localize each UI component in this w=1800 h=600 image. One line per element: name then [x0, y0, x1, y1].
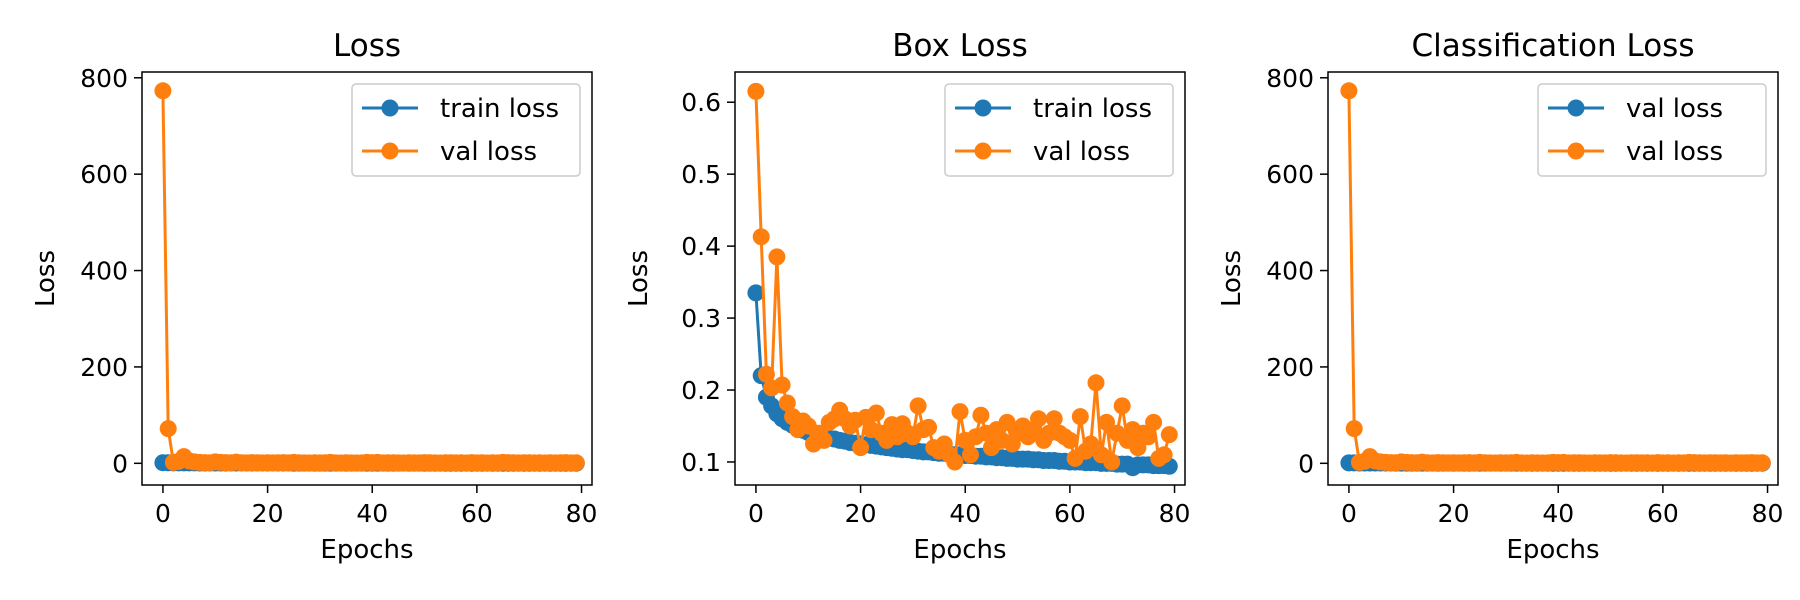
- data-point: [815, 431, 833, 449]
- data-point: [1753, 454, 1771, 472]
- x-axis-label: Epochs: [320, 535, 413, 565]
- data-point: [567, 454, 585, 472]
- plot-frame: [141, 71, 593, 486]
- y-tick-label: 0.3: [681, 304, 721, 333]
- legend: train loss val loss: [944, 83, 1174, 177]
- data-point: [1071, 408, 1089, 426]
- y-tick-label: 800: [1266, 64, 1314, 93]
- y-tick-label: 400: [80, 257, 128, 286]
- y-axis-label: Loss: [624, 250, 654, 307]
- data-point: [1030, 410, 1047, 428]
- x-tick-label: 40: [949, 499, 981, 528]
- data-point: [951, 403, 969, 421]
- data-point: [920, 418, 938, 436]
- data-point: [946, 453, 964, 471]
- y-tick-label: 0.6: [681, 88, 721, 117]
- data-point: [972, 406, 990, 424]
- x-tick-label: 0: [748, 499, 764, 528]
- data-point: [962, 446, 979, 464]
- chart-title: Loss: [333, 28, 401, 64]
- y-axis-label: Loss: [31, 250, 61, 307]
- legend-label: val loss: [1626, 94, 1723, 124]
- legend-label: val loss: [440, 137, 537, 167]
- data-point: [852, 439, 870, 457]
- data-point: [1098, 413, 1115, 431]
- chart-title: Classification Loss: [1412, 28, 1695, 64]
- x-tick-label: 80: [1752, 499, 1784, 528]
- legend-marker: [381, 142, 399, 160]
- y-tick-label: 200: [1266, 353, 1314, 382]
- legend: train loss val loss: [351, 83, 581, 177]
- data-point: [159, 420, 177, 438]
- data-point: [768, 248, 786, 266]
- y-tick-label: 0.2: [681, 376, 721, 405]
- data-point: [1155, 446, 1173, 464]
- x-tick-label: 60: [461, 499, 493, 528]
- plot-frame: [1327, 71, 1779, 486]
- legend: val loss val loss: [1537, 83, 1767, 177]
- y-axis-label: Loss: [1217, 250, 1247, 307]
- data-point: [773, 376, 791, 394]
- x-tick-label: 40: [356, 499, 388, 528]
- data-point: [1087, 374, 1105, 392]
- x-tick-label: 80: [1159, 499, 1191, 528]
- x-axis-label: Epochs: [1506, 535, 1599, 565]
- y-tick-label: 0.4: [681, 232, 721, 261]
- x-tick-label: 20: [1438, 499, 1470, 528]
- data-point: [1340, 82, 1358, 100]
- legend-marker: [1567, 142, 1585, 160]
- data-point: [1145, 413, 1163, 431]
- x-tick-label: 20: [845, 499, 877, 528]
- x-tick-label: 20: [252, 499, 284, 528]
- data-point: [909, 397, 927, 415]
- data-point: [1139, 428, 1157, 446]
- data-point: [747, 284, 765, 302]
- x-axis-label: Epochs: [913, 535, 1006, 565]
- plot-frame: [734, 71, 1186, 486]
- y-tick-label: 0.5: [681, 160, 721, 189]
- data-point: [778, 394, 796, 412]
- y-tick-label: 0: [1298, 449, 1314, 478]
- x-tick-label: 60: [1054, 499, 1086, 528]
- legend-label: val loss: [1626, 137, 1723, 167]
- data-point: [998, 413, 1016, 431]
- legend-marker: [974, 142, 992, 160]
- data-point: [1129, 439, 1147, 457]
- data-point: [1061, 431, 1079, 449]
- y-tick-label: 600: [80, 160, 128, 189]
- x-tick-label: 0: [1341, 499, 1357, 528]
- x-tick-label: 0: [155, 499, 171, 528]
- y-tick-label: 200: [80, 353, 128, 382]
- y-tick-label: 600: [1266, 160, 1314, 189]
- data-point: [1160, 426, 1178, 444]
- data-point: [154, 82, 172, 100]
- chart-title: Box Loss: [892, 28, 1027, 64]
- x-tick-label: 80: [566, 499, 598, 528]
- data-point: [747, 82, 765, 100]
- y-tick-label: 0.1: [681, 448, 721, 477]
- legend-label: train loss: [1033, 94, 1152, 124]
- data-point: [867, 404, 885, 422]
- legend-marker: [381, 99, 399, 117]
- y-tick-label: 0: [112, 449, 128, 478]
- data-point: [757, 365, 775, 383]
- data-point: [1113, 397, 1131, 415]
- data-point: [1103, 453, 1121, 471]
- x-tick-label: 40: [1542, 499, 1574, 528]
- data-point: [1345, 420, 1363, 438]
- y-tick-label: 800: [80, 64, 128, 93]
- chart-panel-2: Box Loss 0 20 40 60 80 0.1 0.2 0.3 0.4 0.5 0.6 Epoch…: [624, 28, 1190, 565]
- legend-label: val loss: [1033, 137, 1130, 167]
- legend-marker: [1567, 99, 1585, 117]
- data-point: [1082, 435, 1100, 453]
- data-point: [752, 228, 770, 246]
- data-point: [1045, 410, 1063, 428]
- y-tick-label: 400: [1266, 257, 1314, 286]
- legend-marker: [974, 99, 992, 117]
- x-tick-label: 60: [1647, 499, 1679, 528]
- legend-label: train loss: [440, 94, 559, 124]
